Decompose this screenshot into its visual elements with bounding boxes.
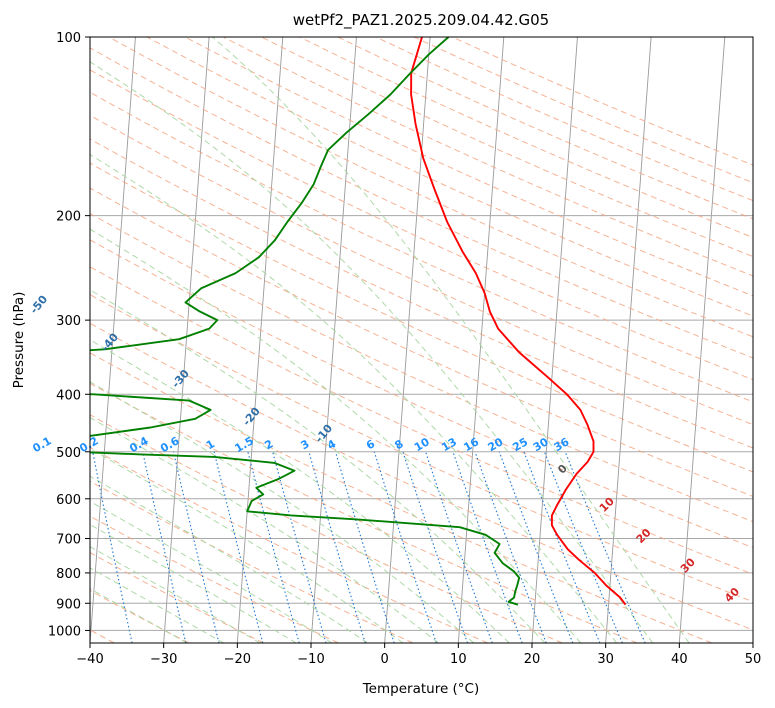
mixing-ratio-line bbox=[92, 451, 133, 643]
y-tick-label: 1000 bbox=[48, 624, 81, 639]
x-tick-label: 20 bbox=[524, 652, 541, 667]
y-tick-label: 900 bbox=[56, 597, 81, 612]
axes: −40 −30 −20 −10 0 10 20 30 40 50 100 200 300 400 500 60… bbox=[48, 31, 761, 667]
dewpoint-trace bbox=[90, 37, 521, 606]
mixing-ratio-line bbox=[272, 451, 327, 643]
dry-adiabat-line bbox=[90, 294, 753, 603]
y-tick-label: 300 bbox=[56, 314, 81, 329]
x-tick-label: −40 bbox=[76, 652, 103, 667]
x-axis-label: Temperature (°C) bbox=[362, 681, 480, 697]
dry-adiabat-line bbox=[90, 552, 264, 643]
moist-adiabat-line bbox=[90, 381, 475, 643]
background-lines bbox=[90, 37, 753, 643]
x-tick-label: −30 bbox=[150, 652, 177, 667]
mixing-ratio-line bbox=[452, 451, 523, 643]
mixing-ratio-line bbox=[373, 451, 437, 643]
y-tick-label: 200 bbox=[56, 210, 81, 225]
dry-adiabat-line bbox=[90, 589, 190, 643]
moist-adiabat-line bbox=[90, 588, 188, 643]
isotherm-line bbox=[90, 37, 136, 643]
moist-adiabat-line bbox=[90, 153, 618, 643]
dry-adiabat-line bbox=[90, 352, 712, 643]
y-tick-label: 800 bbox=[56, 567, 81, 582]
dry-adiabat-line bbox=[90, 138, 753, 449]
moist-adiabat-line bbox=[90, 448, 404, 643]
mixing-ratio-line bbox=[498, 451, 574, 643]
isotherm-line bbox=[236, 37, 284, 643]
plot-frame bbox=[89, 36, 754, 644]
x-tick-label: 30 bbox=[597, 652, 614, 667]
dry-adiabat-line bbox=[90, 239, 753, 549]
isotherm-line bbox=[531, 37, 578, 643]
dry-adiabat-line bbox=[90, 446, 488, 643]
dry-adiabat-line bbox=[90, 322, 753, 631]
mixing-ratio-line bbox=[425, 451, 493, 643]
mixing-ratio-line bbox=[172, 451, 220, 643]
moist-adiabat-line bbox=[90, 500, 333, 643]
moist-adiabat-line bbox=[90, 339, 510, 643]
temperature-trace bbox=[410, 37, 627, 606]
mixing-ratio-line bbox=[213, 451, 264, 643]
moist-adiabat-line bbox=[90, 289, 546, 643]
y-axis-label: Pressure (hPa) bbox=[11, 292, 27, 389]
isotherm-line bbox=[678, 37, 726, 643]
data-series bbox=[90, 37, 627, 606]
dry-adiabat-line bbox=[90, 47, 753, 359]
dry-adiabat-line bbox=[90, 414, 563, 643]
y-tick-label: 500 bbox=[56, 446, 81, 461]
x-tick-label: −20 bbox=[224, 652, 251, 667]
mixing-ratio-line bbox=[142, 451, 187, 643]
x-tick-label: 40 bbox=[671, 652, 688, 667]
chart-title: wetPf2_PAZ1.2025.209.04.42.G05 bbox=[293, 11, 549, 30]
mixing-ratio-line bbox=[402, 451, 469, 643]
x-tick-label: 50 bbox=[745, 652, 762, 667]
mixing-ratio-line bbox=[523, 451, 601, 643]
mixing-ratio-line bbox=[564, 451, 646, 643]
mixing-ratio-line bbox=[308, 451, 366, 643]
dry-adiabat-line bbox=[90, 114, 753, 426]
dry-adiabat-line bbox=[90, 266, 753, 575]
y-tick-label: 700 bbox=[56, 533, 81, 548]
dry-adiabat-line bbox=[90, 187, 753, 497]
moist-adiabat-line bbox=[90, 475, 368, 643]
x-tick-label: −10 bbox=[297, 652, 324, 667]
dry-adiabat-line bbox=[184, 37, 753, 297]
x-tick-label: 0 bbox=[381, 652, 389, 667]
moist-adiabat-line bbox=[90, 567, 225, 643]
y-tick-label: 600 bbox=[56, 493, 81, 508]
isotherm-line bbox=[457, 37, 505, 643]
x-tick-label: 10 bbox=[450, 652, 467, 667]
isotherm-line bbox=[384, 37, 431, 643]
y-tick-label: 100 bbox=[56, 31, 81, 46]
mixing-ratio-line bbox=[474, 451, 547, 643]
mixing-ratio-line bbox=[247, 451, 300, 643]
moist-adiabat-line bbox=[90, 228, 582, 643]
moist-adiabat-line bbox=[90, 61, 654, 643]
y-tick-label: 400 bbox=[56, 388, 81, 403]
mixing-ratio-line bbox=[334, 451, 395, 643]
mixing-ratio-line bbox=[543, 451, 623, 643]
